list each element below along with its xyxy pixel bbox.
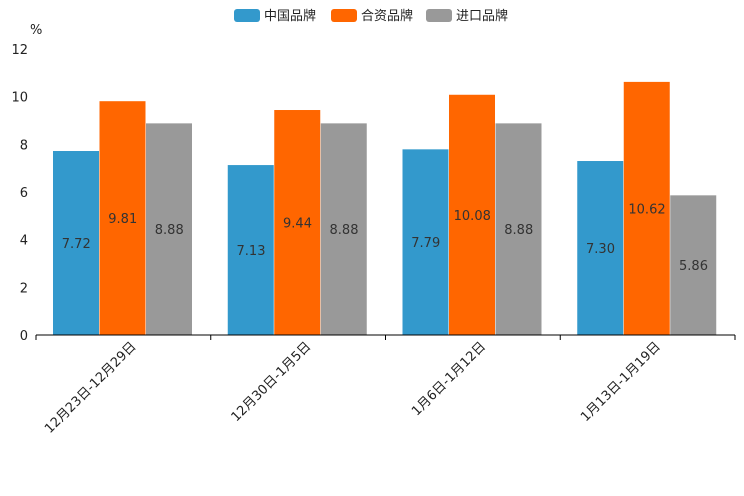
legend-item-3[interactable]: 进口品牌 bbox=[426, 8, 508, 24]
legend-swatch bbox=[426, 9, 452, 22]
bars: 7.72 9.81 8.88 7.13 9.44 8.88 7.79 10.08 8.88 7.3… bbox=[53, 81, 717, 335]
y-tick-label: 0 bbox=[20, 329, 28, 344]
x-category-label: 1月6日-1月12日 bbox=[409, 339, 489, 419]
bar-3-4 bbox=[670, 195, 717, 335]
x-category-label: 12月23日-12月29日 bbox=[42, 339, 139, 436]
bar-3-1 bbox=[146, 123, 192, 335]
legend: 中国品牌 合资品牌 进口品牌 bbox=[234, 8, 508, 24]
y-tick-label: 8 bbox=[20, 138, 28, 153]
legend-swatch bbox=[234, 9, 260, 22]
bar-1-3 bbox=[402, 149, 449, 335]
data-label: 7.30 bbox=[586, 242, 615, 257]
legend-label: 合资品牌 bbox=[361, 8, 413, 24]
legend-label: 进口品牌 bbox=[456, 8, 508, 24]
legend-swatch bbox=[331, 9, 357, 22]
data-label: 8.88 bbox=[504, 223, 533, 238]
y-tick-label: 6 bbox=[20, 186, 28, 201]
bar-1-1 bbox=[53, 151, 99, 335]
bar-3-3 bbox=[495, 123, 542, 335]
data-label: 8.88 bbox=[330, 223, 359, 238]
bar-2-2 bbox=[274, 110, 321, 335]
y-tick-label: 4 bbox=[20, 234, 28, 249]
bar-1-2 bbox=[227, 165, 274, 335]
x-category-label: 1月13日-1月19日 bbox=[578, 339, 664, 425]
bar-2-1 bbox=[99, 101, 146, 335]
bar-2-3 bbox=[449, 94, 495, 335]
data-label: 7.72 bbox=[62, 237, 91, 252]
legend-item-1[interactable]: 中国品牌 bbox=[234, 8, 316, 24]
data-label: 7.79 bbox=[411, 236, 440, 251]
data-label: 8.88 bbox=[155, 223, 184, 238]
y-tick-label: 12 bbox=[11, 43, 28, 58]
data-label: 5.86 bbox=[679, 259, 708, 274]
data-label: 9.44 bbox=[283, 217, 312, 232]
y-tick-label: 10 bbox=[11, 91, 28, 106]
legend-item-2[interactable]: 合资品牌 bbox=[331, 8, 413, 24]
y-tick-label: 2 bbox=[20, 281, 28, 296]
bar-1-4 bbox=[577, 161, 624, 335]
bar-2-4 bbox=[623, 81, 670, 335]
x-category-label: 12月30日-1月5日 bbox=[229, 339, 315, 425]
y-axis: 0 2 4 6 8 10 12 bbox=[11, 43, 28, 344]
bar-3-2 bbox=[320, 123, 367, 335]
legend-label: 中国品牌 bbox=[264, 8, 316, 24]
data-label: 10.62 bbox=[628, 202, 665, 217]
y-axis-unit-label: % bbox=[30, 23, 42, 38]
data-label: 7.13 bbox=[237, 244, 266, 259]
data-label: 9.81 bbox=[108, 212, 137, 227]
data-label: 10.08 bbox=[454, 209, 491, 224]
x-axis: 12月23日-12月29日 12月30日-1月5日 1月6日-1月12日 1月13日-… bbox=[35, 334, 736, 437]
